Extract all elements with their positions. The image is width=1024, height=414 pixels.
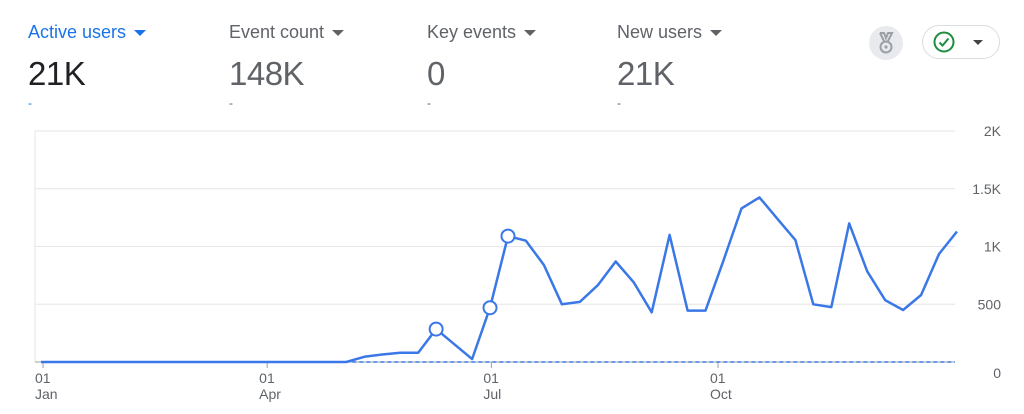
x-tick-month: Jan [35,386,58,402]
y-tick-label: 2K [984,123,1002,139]
y-tick-label: 500 [978,296,1002,312]
metric-value: 0 [427,55,445,92]
anomaly-point [500,228,516,244]
metric-label: New users [617,22,703,42]
metric-selector[interactable]: Active users [28,22,147,43]
metric-selector[interactable]: Key events [427,22,537,43]
metric-label: Active users [28,22,127,42]
metric-selector[interactable]: New users [617,22,723,43]
metric-value: 148K [229,55,305,92]
metric-change: - [229,96,233,110]
anomaly-point [482,300,498,316]
metric-active-users[interactable]: Active users 21K - [28,22,147,110]
metric-value: 21K [28,55,86,92]
medal-icon[interactable] [869,26,903,60]
metric-new-users[interactable]: New users 21K - [617,22,723,110]
check-circle-icon [933,31,955,53]
metric-event-count[interactable]: Event count 148K - [229,22,345,110]
caret-down-icon [710,29,723,36]
caret-down-icon [524,29,537,36]
metric-key-events[interactable]: Key events 0 - [427,22,537,110]
y-tick-label: 0 [993,365,1001,381]
metric-label: Event count [229,22,325,42]
x-tick-month: Apr [259,386,281,402]
metric-change: - [427,96,431,110]
metric-change: - [28,96,32,110]
metric-change: - [617,96,621,110]
metric-value: 21K [617,55,675,92]
series-line [41,196,958,364]
data-quality-dropdown[interactable] [922,25,1000,59]
x-tick-month: Oct [710,386,732,402]
y-tick-label: 1.5K [972,181,1001,197]
x-tick-day: 01 [483,370,499,386]
x-tick-day: 01 [259,370,275,386]
x-tick-day: 01 [35,370,51,386]
y-tick-label: 1K [984,239,1002,255]
x-tick-month: Jul [483,386,501,402]
caret-down-icon [973,39,983,45]
anomaly-point [428,321,444,337]
x-tick-day: 01 [710,370,726,386]
caret-down-icon [332,29,345,36]
metric-selector[interactable]: Event count [229,22,345,43]
caret-down-icon [134,29,147,36]
metric-label: Key events [427,22,517,42]
